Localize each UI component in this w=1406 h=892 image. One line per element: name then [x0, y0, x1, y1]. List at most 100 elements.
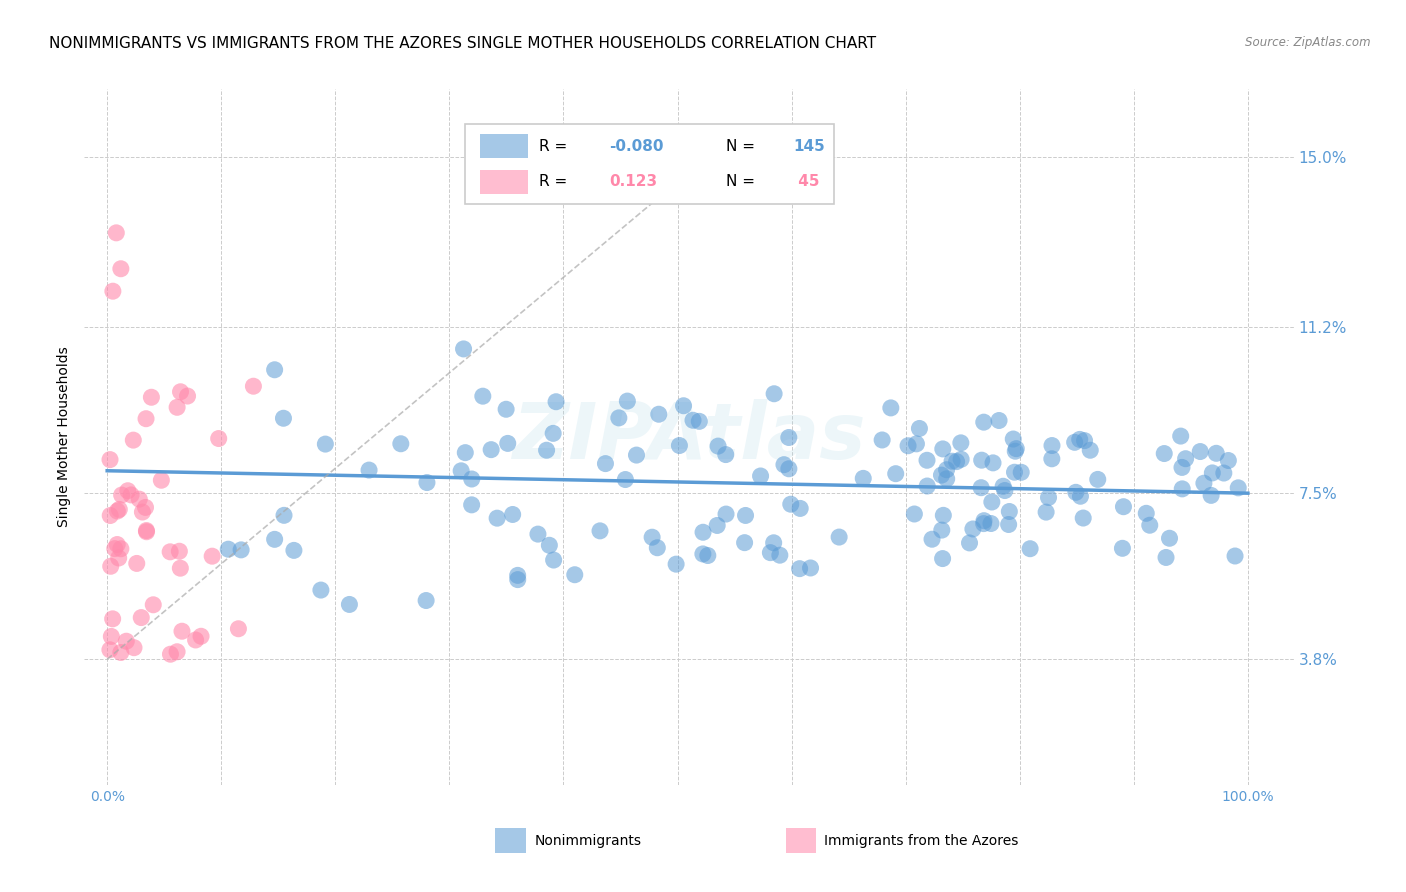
Point: [135, 524, 157, 538]
Point: [166, 645, 188, 659]
Point: [201, 549, 224, 564]
Point: [1154, 550, 1177, 565]
Point: [1170, 429, 1192, 443]
Point: [749, 469, 772, 483]
Point: [962, 522, 984, 536]
Point: [595, 457, 617, 471]
Point: [1073, 434, 1095, 448]
Point: [416, 475, 439, 490]
Y-axis label: Single Mother Households: Single Mother Households: [58, 347, 72, 527]
Point: [1004, 465, 1026, 479]
Point: [495, 402, 517, 417]
Point: [1139, 518, 1161, 533]
Text: 45: 45: [793, 174, 820, 189]
Point: [616, 394, 638, 409]
Point: [981, 456, 1004, 470]
Point: [626, 448, 648, 462]
Point: [668, 438, 690, 452]
Point: [1040, 438, 1063, 452]
Point: [536, 443, 558, 458]
Point: [450, 464, 472, 478]
Point: [415, 593, 437, 607]
Point: [105, 537, 128, 551]
Point: [1223, 549, 1246, 563]
Point: [921, 533, 943, 547]
Point: [931, 523, 953, 537]
Point: [1035, 505, 1057, 519]
Point: [762, 536, 785, 550]
Point: [541, 426, 564, 441]
Point: [117, 483, 139, 498]
Point: [169, 544, 191, 558]
Point: [111, 488, 134, 502]
Point: [309, 583, 332, 598]
Text: Nonimmigrants: Nonimmigrants: [534, 834, 641, 847]
Point: [190, 629, 212, 643]
Text: N =: N =: [727, 174, 761, 189]
Point: [903, 507, 925, 521]
Point: [527, 527, 550, 541]
Point: [589, 524, 612, 538]
Point: [1019, 541, 1042, 556]
Point: [672, 399, 695, 413]
Point: [100, 629, 122, 643]
Point: [734, 508, 756, 523]
Point: [454, 445, 477, 459]
Point: [150, 473, 173, 487]
Point: [880, 401, 903, 415]
Point: [1153, 446, 1175, 460]
Point: [1189, 444, 1212, 458]
Point: [970, 481, 993, 495]
Point: [1212, 466, 1234, 480]
Point: [543, 553, 565, 567]
Point: [931, 468, 953, 483]
Point: [263, 533, 285, 547]
Text: Immigrants from the Azores: Immigrants from the Azores: [824, 834, 1019, 847]
Point: [789, 501, 811, 516]
Point: [101, 612, 124, 626]
Point: [314, 437, 336, 451]
Point: [897, 439, 920, 453]
Text: R =: R =: [538, 139, 572, 154]
Point: [108, 502, 131, 516]
Point: [169, 384, 191, 399]
Point: [184, 632, 207, 647]
Point: [1010, 465, 1032, 479]
Point: [538, 538, 561, 552]
Point: [692, 525, 714, 540]
Point: [935, 472, 957, 486]
Point: [98, 642, 121, 657]
Point: [170, 624, 193, 639]
Text: ZIPAtlas: ZIPAtlas: [512, 399, 866, 475]
Point: [1227, 481, 1250, 495]
Point: [129, 610, 152, 624]
Point: [135, 411, 157, 425]
Point: [110, 261, 132, 276]
Point: [105, 226, 128, 240]
Point: [641, 530, 664, 544]
Point: [763, 386, 786, 401]
Point: [453, 342, 475, 356]
Point: [460, 498, 482, 512]
Point: [128, 492, 150, 507]
Point: [229, 542, 252, 557]
Point: [714, 507, 737, 521]
Point: [1069, 489, 1091, 503]
Point: [1199, 488, 1222, 502]
Point: [141, 390, 163, 404]
Point: [799, 561, 821, 575]
Point: [1040, 451, 1063, 466]
Point: [105, 504, 128, 518]
Point: [1205, 446, 1227, 460]
Point: [98, 452, 121, 467]
Point: [707, 439, 730, 453]
Point: [1002, 432, 1025, 446]
Point: [950, 452, 973, 467]
Point: [852, 471, 875, 485]
Point: [1069, 433, 1091, 447]
Text: 145: 145: [793, 139, 825, 154]
Point: [166, 401, 188, 415]
FancyBboxPatch shape: [786, 828, 815, 853]
Point: [828, 530, 851, 544]
Point: [228, 622, 250, 636]
